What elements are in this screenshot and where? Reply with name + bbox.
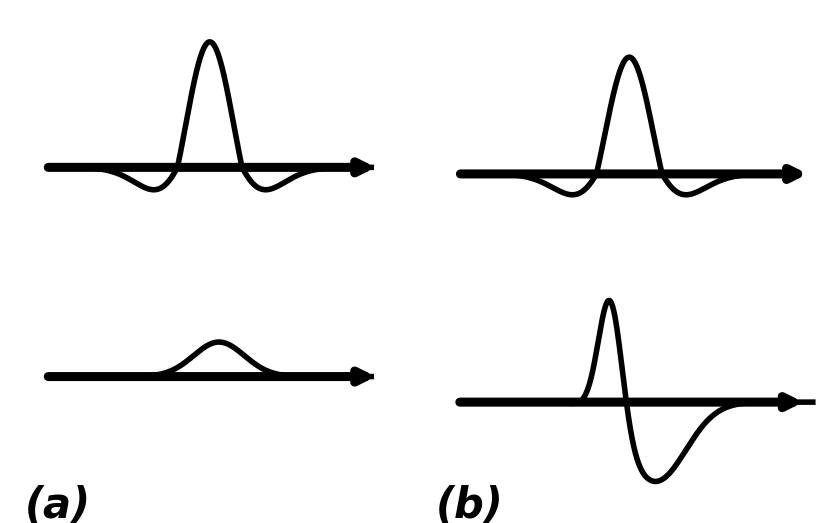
Text: (b): (b)	[436, 485, 504, 523]
Text: (a): (a)	[25, 485, 91, 523]
